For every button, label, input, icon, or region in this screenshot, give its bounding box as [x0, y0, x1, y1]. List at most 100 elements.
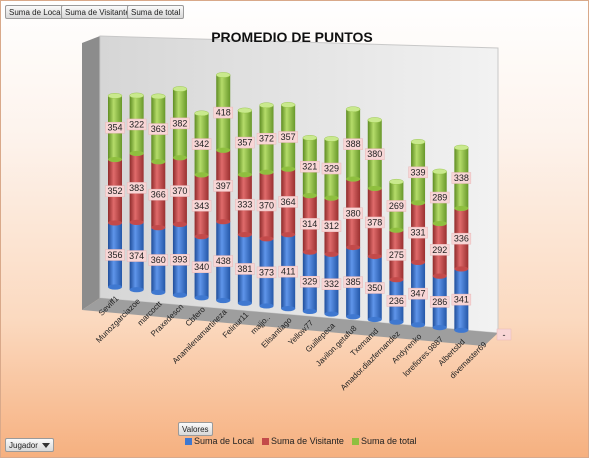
bar-top-cap [259, 102, 274, 109]
chart-title: PROMEDIO DE PUNTOS [211, 29, 373, 45]
legend-label-total: Suma de total [360, 436, 417, 446]
data-label-box [191, 200, 212, 212]
bar-bottom-cap [389, 277, 404, 283]
data-label: 393 [172, 255, 187, 265]
data-label: 341 [454, 295, 469, 305]
data-label-box [170, 253, 190, 266]
data-label: 321 [302, 162, 317, 172]
bar-bottom-cap [367, 316, 382, 323]
values-button[interactable]: Valores [178, 422, 213, 436]
bar-bottom-cap [411, 322, 426, 328]
bar-bottom-cap [324, 251, 339, 257]
data-label-box [235, 136, 255, 149]
legend-item-total[interactable]: Suma de total [351, 436, 417, 446]
data-label: 438 [216, 256, 231, 266]
bar-top-cap [324, 136, 339, 142]
data-label: 286 [432, 297, 447, 307]
data-label-box [256, 266, 277, 279]
bar-top-cap [237, 107, 253, 114]
field-button-total[interactable]: Suma de total [127, 5, 185, 19]
data-label-box [451, 172, 472, 184]
data-label: 383 [129, 183, 144, 193]
data-label: 269 [389, 201, 404, 211]
bar-bottom-cap [129, 219, 144, 225]
filter-icon [41, 443, 50, 449]
data-label: 381 [237, 264, 252, 274]
data-label: 339 [411, 167, 426, 177]
bar-bottom-cap [129, 150, 144, 157]
data-label: 363 [151, 124, 166, 134]
data-label-box [148, 123, 169, 135]
bar-bottom-cap [281, 232, 296, 238]
empty-data-label: - [503, 330, 506, 340]
bar-bottom-cap [411, 259, 426, 266]
data-label: 289 [432, 193, 447, 203]
data-label: 329 [302, 277, 317, 287]
data-label-box [256, 132, 277, 145]
data-label: 356 [107, 250, 122, 260]
bar-bottom-cap [411, 200, 426, 206]
data-label-box [170, 185, 190, 197]
data-label: 236 [389, 296, 404, 306]
bar-bottom-cap [346, 244, 361, 251]
bar-top-cap [107, 93, 123, 99]
data-label-box [191, 138, 212, 150]
chart-legend: Suma de Local Suma de Visitante Suma de … [185, 436, 416, 446]
bar-bottom-cap [302, 249, 317, 255]
bar-bottom-cap [172, 221, 187, 227]
data-label: 418 [216, 108, 231, 118]
legend-item-visitante[interactable]: Suma de Visitante [262, 436, 344, 446]
data-label: 370 [259, 201, 274, 211]
data-label: 380 [346, 208, 361, 218]
data-label: 411 [281, 267, 295, 277]
bar-top-cap [345, 106, 361, 113]
data-label-box [213, 180, 233, 192]
data-label-box [451, 293, 472, 306]
bar-top-cap [280, 102, 296, 108]
data-label-box [386, 249, 407, 261]
data-label: 397 [216, 181, 231, 191]
bar-bottom-cap [151, 225, 166, 231]
bar-bottom-cap [108, 156, 122, 163]
data-label: 329 [324, 164, 339, 174]
data-label-box [429, 244, 450, 256]
bar-top-cap [432, 168, 447, 175]
legend-item-local[interactable]: Suma de Local [185, 436, 254, 446]
data-label: 322 [129, 119, 144, 129]
data-label-box [126, 182, 147, 194]
data-label-box [408, 226, 428, 239]
data-label: 357 [237, 138, 252, 148]
bar-bottom-cap [259, 303, 274, 309]
data-label-box [386, 295, 407, 307]
data-label-box [235, 263, 255, 275]
bar-bottom-cap [237, 232, 252, 238]
bar-bottom-cap [454, 266, 469, 272]
data-label-box [105, 185, 125, 197]
data-label: 385 [346, 277, 361, 287]
field-button-local[interactable]: Suma de Local [5, 5, 67, 19]
data-label: 338 [454, 173, 469, 183]
data-label-box [343, 207, 363, 220]
data-label-box [408, 166, 428, 179]
data-label: 372 [259, 134, 274, 144]
bar-bottom-cap [129, 287, 144, 293]
data-label: 374 [129, 251, 144, 261]
data-label-box [365, 216, 385, 229]
bar-bottom-cap [367, 253, 382, 260]
bar-bottom-cap [454, 327, 469, 333]
bar-bottom-cap [346, 314, 361, 320]
bar-top-cap [389, 178, 404, 185]
data-label: 357 [281, 132, 296, 142]
bar-top-cap [194, 110, 209, 117]
data-label-box [343, 276, 363, 288]
data-label-box [429, 191, 450, 204]
data-label: 352 [107, 186, 122, 196]
bar-top-cap [129, 92, 144, 99]
data-label: 360 [151, 255, 166, 265]
axis-field-button-jugador[interactable]: Jugador [5, 438, 54, 452]
data-label: 366 [151, 190, 166, 200]
bar-top-cap [172, 86, 188, 92]
bar-bottom-cap [389, 319, 404, 325]
bar-bottom-cap [194, 172, 209, 178]
bar-top-cap [302, 135, 318, 141]
